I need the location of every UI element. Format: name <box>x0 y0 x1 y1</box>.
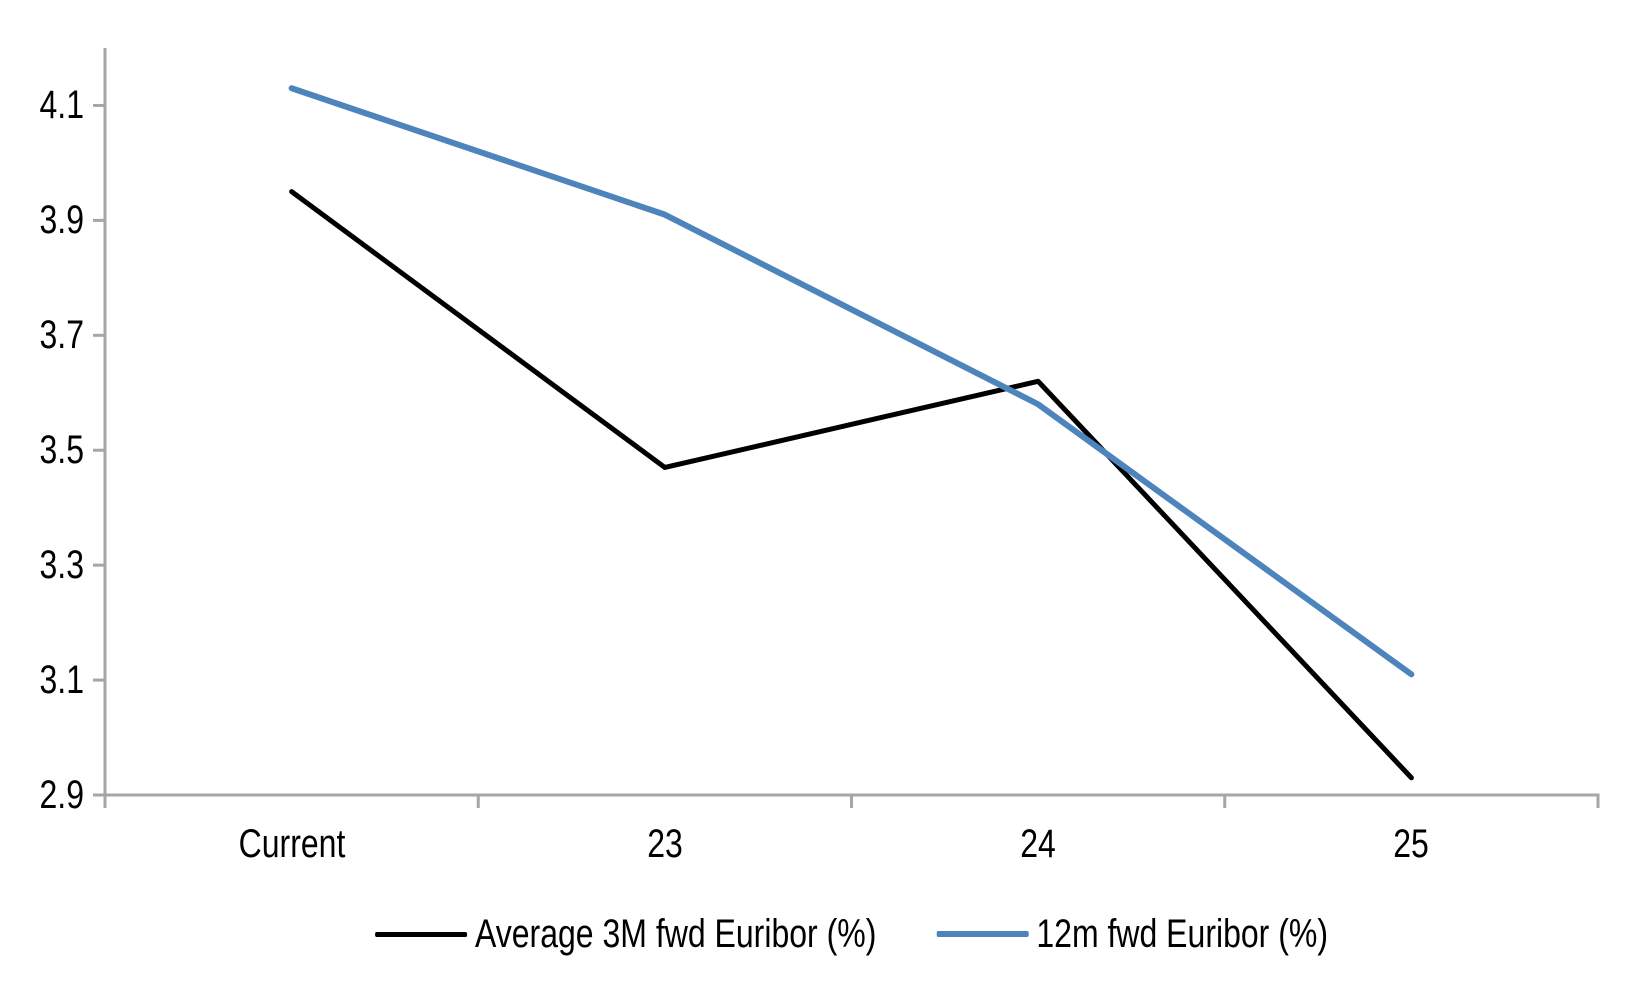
legend: Average 3M fwd Euribor (%) 12m fwd Euribo… <box>254 903 1448 965</box>
y-axis-tick-label: 4.1 <box>39 83 84 128</box>
legend-label: 12m fwd Euribor (%) <box>1036 911 1328 956</box>
legend-line-swatch <box>375 931 467 937</box>
y-axis-tick-label: 3.5 <box>39 428 84 473</box>
x-axis-tick-label: 24 <box>1020 822 1056 866</box>
y-axis-tick-label: 3.1 <box>39 658 84 703</box>
y-axis-tick-label: 3.7 <box>39 313 84 358</box>
y-axis-tick-label: 2.9 <box>39 773 84 817</box>
series-line-1 <box>288 85 1415 678</box>
y-axis-tick-label: 3.9 <box>39 198 84 243</box>
legend-item: 12m fwd Euribor (%) <box>936 912 1328 957</box>
legend-line-swatch <box>936 931 1029 937</box>
series-line-0 <box>289 189 1414 781</box>
x-axis-tick-label: Current <box>238 822 345 866</box>
legend-item: Average 3M fwd Euribor (%) <box>375 912 876 957</box>
y-axis-tick-label: 3.3 <box>39 543 84 588</box>
x-axis-tick-label: 25 <box>1393 822 1430 866</box>
x-axis-tick-label: 23 <box>647 822 683 866</box>
legend-label: Average 3M fwd Euribor (%) <box>475 911 877 956</box>
